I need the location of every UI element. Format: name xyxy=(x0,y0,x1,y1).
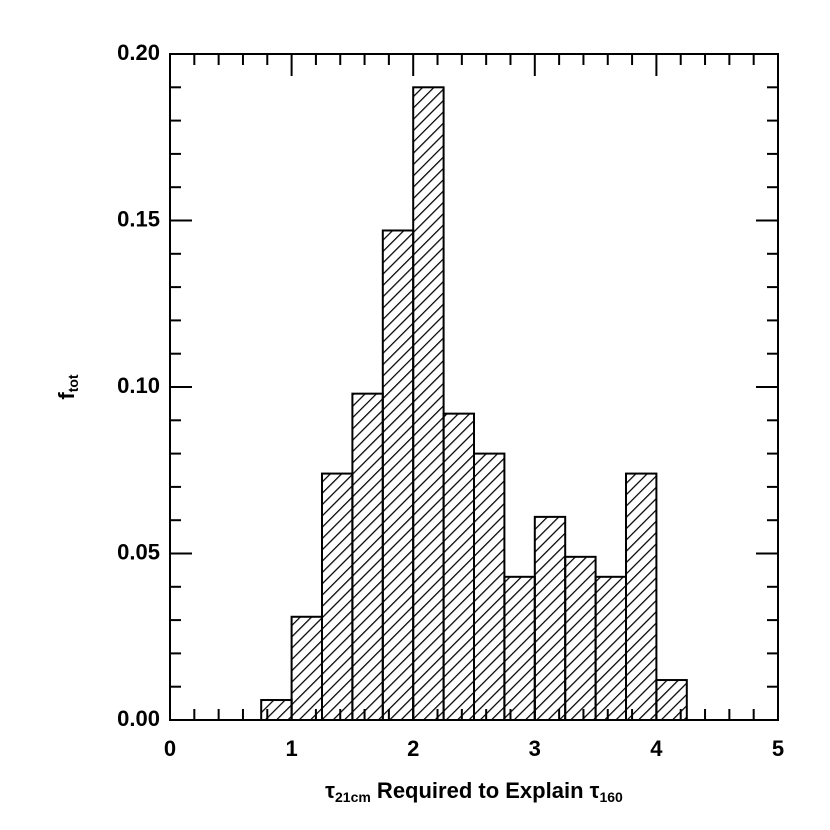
bar xyxy=(533,515,567,721)
x-tick-label: 2 xyxy=(407,736,419,761)
x-axis-label-subscript: 21cm xyxy=(335,789,371,805)
y-axis-label-part: f xyxy=(54,392,79,400)
bar xyxy=(381,229,415,722)
bar xyxy=(473,452,506,721)
bar xyxy=(351,392,384,721)
bar xyxy=(503,575,536,721)
x-tick-label: 4 xyxy=(650,736,663,761)
y-tick-label: 0.05 xyxy=(117,539,160,564)
bar xyxy=(594,575,627,721)
y-tick-label: 0.00 xyxy=(117,706,160,731)
bar xyxy=(442,412,476,721)
bar xyxy=(412,86,445,722)
bar xyxy=(260,699,293,722)
bar xyxy=(564,555,597,722)
y-axis-label-subscript: tot xyxy=(65,374,81,392)
x-tick-label: 3 xyxy=(529,736,541,761)
y-axis-label: ftot xyxy=(54,374,81,400)
bar xyxy=(290,615,324,722)
y-tick-label: 0.20 xyxy=(117,40,160,65)
x-tick-label: 5 xyxy=(772,736,784,761)
x-tick-label: 0 xyxy=(164,736,176,761)
x-axis-label: τ21cm Required to Explain τ160 xyxy=(325,778,623,805)
x-tick-label: 1 xyxy=(285,736,297,761)
x-axis-label-part: τ xyxy=(325,778,335,803)
bar xyxy=(625,472,658,721)
x-axis-label-subscript: 160 xyxy=(599,789,623,805)
y-tick-label: 0.10 xyxy=(117,373,160,398)
bar xyxy=(655,679,688,721)
bar xyxy=(321,472,354,721)
y-tick-label: 0.15 xyxy=(117,206,160,231)
x-axis-label-part: Required to Explain τ xyxy=(371,778,600,803)
